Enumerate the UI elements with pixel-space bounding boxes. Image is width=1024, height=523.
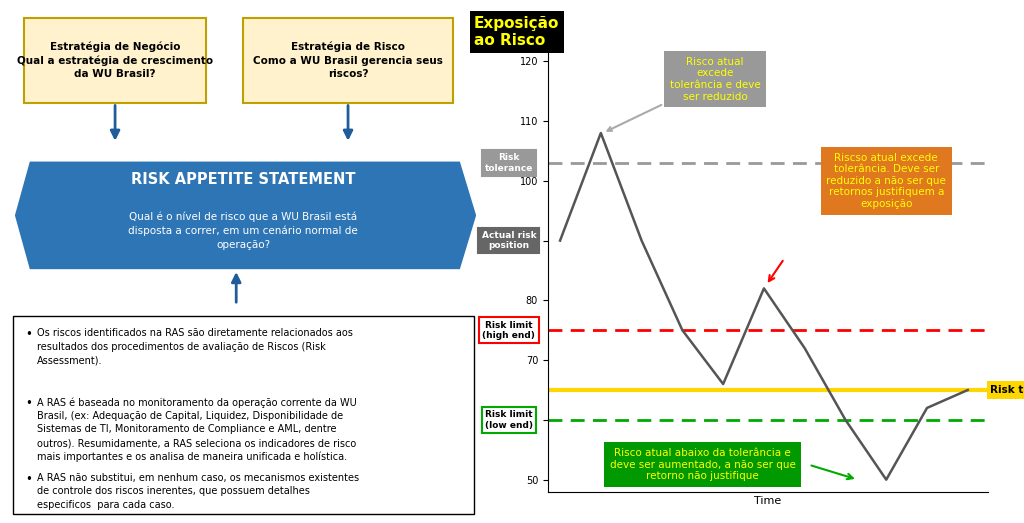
Text: Risk target: Risk target <box>990 385 1024 395</box>
Text: outros). Resumidamente, a RAS seleciona os indicadores de risco: outros). Resumidamente, a RAS seleciona … <box>37 438 356 448</box>
FancyBboxPatch shape <box>25 18 206 103</box>
Text: Actual risk
position: Actual risk position <box>481 231 537 251</box>
Polygon shape <box>15 162 476 269</box>
Text: Brasil, (ex: Adequação de Capital, Liquidez, Disponibilidade de: Brasil, (ex: Adequação de Capital, Liqui… <box>37 411 343 421</box>
FancyBboxPatch shape <box>12 316 474 514</box>
Text: RISK APPETITE STATEMENT: RISK APPETITE STATEMENT <box>131 172 355 187</box>
Text: resultados dos procedimentos de avaliação de Riscos (Risk: resultados dos procedimentos de avaliaçã… <box>37 342 326 351</box>
Text: Risk limit
(high end): Risk limit (high end) <box>482 321 536 340</box>
FancyBboxPatch shape <box>244 18 453 103</box>
Text: •: • <box>26 473 32 486</box>
Text: •: • <box>26 328 32 341</box>
Text: A RAS é baseada no monitoramento da operação corrente da WU: A RAS é baseada no monitoramento da oper… <box>37 397 357 408</box>
Text: •: • <box>26 397 32 411</box>
Text: Risco atual
excede
tolerância e deve
ser reduzido: Risco atual excede tolerância e deve ser… <box>607 57 761 131</box>
Text: Risk
tolerance: Risk tolerance <box>484 153 534 173</box>
Text: Estratégia de Negócio
Qual a estratégia de crescimento
da WU Brasil?: Estratégia de Negócio Qual a estratégia … <box>17 41 213 79</box>
Text: A RAS não substitui, em nenhum caso, os mecanismos existentes: A RAS não substitui, em nenhum caso, os … <box>37 473 359 483</box>
Text: Estratégia de Risco
Como a WU Brasil gerencia seus
riscos?: Estratégia de Risco Como a WU Brasil ger… <box>253 42 443 79</box>
Text: Riscso atual excede
tolerância. Deve ser
reduzido a não ser que
retornos justifi: Riscso atual excede tolerância. Deve ser… <box>826 153 946 209</box>
X-axis label: Time: Time <box>755 496 781 506</box>
Text: de controle dos riscos inerentes, que possuem detalhes: de controle dos riscos inerentes, que po… <box>37 486 310 496</box>
Text: Assessment).: Assessment). <box>37 355 102 365</box>
Text: Os riscos identificados na RAS são diretamente relacionados aos: Os riscos identificados na RAS são diret… <box>37 328 353 338</box>
Text: Qual é o nível de risco que a WU Brasil está
disposta a correr, em um cenário no: Qual é o nível de risco que a WU Brasil … <box>128 211 358 251</box>
Text: mais importantes e os analisa de maneira unificada e holística.: mais importantes e os analisa de maneira… <box>37 452 347 462</box>
Text: Risk limit
(low end): Risk limit (low end) <box>485 410 532 429</box>
Text: Exposição
ao Risco: Exposição ao Risco <box>474 16 559 48</box>
Text: especificos  para cada caso.: especificos para cada caso. <box>37 500 175 510</box>
Text: Risco atual abaixo da tolerância e
deve ser aumentado, a não ser que
retorno não: Risco atual abaixo da tolerância e deve … <box>610 448 796 481</box>
Text: Sistemas de TI, Monitoramento de Compliance e AML, dentre: Sistemas de TI, Monitoramento de Complia… <box>37 425 337 435</box>
